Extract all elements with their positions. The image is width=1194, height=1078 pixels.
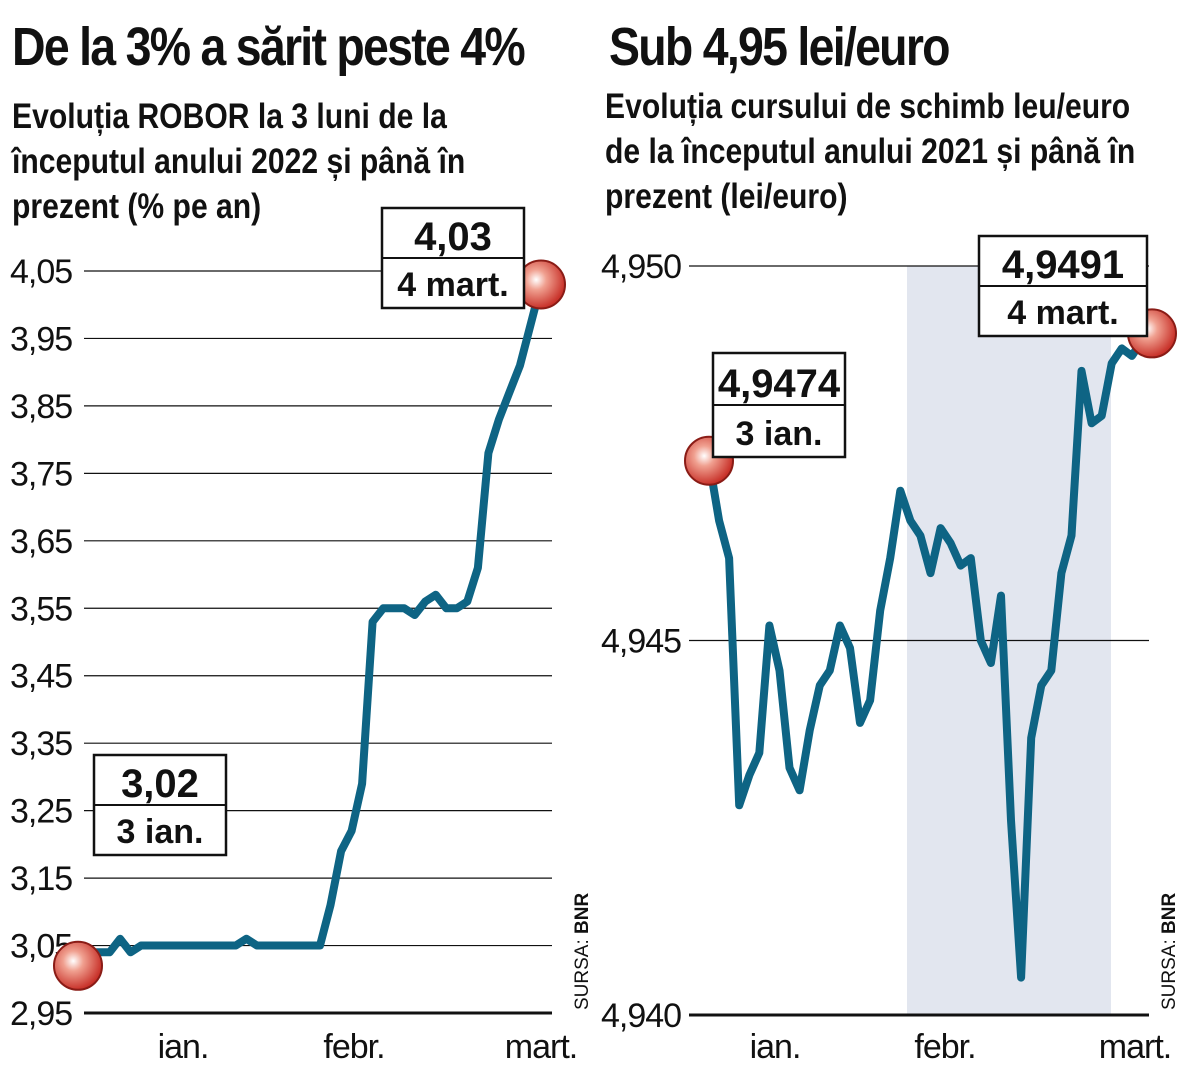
x-tick-label: mart. xyxy=(1099,1028,1171,1066)
robor-chart-title: De la 3% a sărit peste 4% xyxy=(12,17,526,77)
source-label: SURSA: xyxy=(572,934,593,1010)
source-name: BNR xyxy=(572,893,593,934)
x-tick-label: febr. xyxy=(914,1028,975,1066)
callout-value: 4,03 xyxy=(414,215,492,259)
series-line xyxy=(705,329,1156,982)
source-note: SURSA: BNR xyxy=(572,893,593,1010)
x-tick-label: febr. xyxy=(323,1028,384,1066)
callout-date: 3 ian. xyxy=(736,415,823,453)
source-name: BNR xyxy=(1159,893,1180,934)
y-tick-label: 4,950 xyxy=(601,248,681,286)
y-tick-label: 3,95 xyxy=(10,320,72,358)
callout-value: 3,02 xyxy=(121,762,199,806)
y-tick-label: 3,35 xyxy=(10,725,72,763)
callout-date: 4 mart. xyxy=(1007,294,1119,332)
x-tick-label: ian. xyxy=(750,1028,801,1066)
start-point-marker xyxy=(53,940,103,991)
x-tick-label: ian. xyxy=(158,1028,209,1066)
callout-value: 4,9474 xyxy=(718,362,841,406)
callout-value: 4,9491 xyxy=(1002,243,1124,287)
robor-chart-subtitle: Evoluția ROBOR la 3 luni de la începutul… xyxy=(12,97,466,226)
y-tick-label: 3,65 xyxy=(10,523,72,561)
eur-ron-panel: Sub 4,95 lei/euro Evoluția cursului de s… xyxy=(597,0,1194,1078)
y-tick-label: 2,95 xyxy=(10,995,72,1033)
y-tick-label: 3,75 xyxy=(10,455,72,493)
x-tick-label: mart. xyxy=(505,1028,577,1066)
callout-date: 3 ian. xyxy=(117,813,204,851)
source-note: SURSA: BNR xyxy=(1159,893,1180,1010)
y-tick-label: 3,15 xyxy=(10,860,72,898)
y-tick-label: 4,940 xyxy=(601,997,681,1035)
y-tick-label: 3,85 xyxy=(10,388,72,426)
robor-panel: De la 3% a sărit peste 4% Evoluția ROBOR… xyxy=(10,17,593,1066)
callout-date: 4 mart. xyxy=(397,266,509,304)
source-label: SURSA: xyxy=(1159,934,1180,1010)
y-tick-label: 3,45 xyxy=(10,658,72,696)
y-tick-label: 3,25 xyxy=(10,793,72,831)
eur-ron-chart-subtitle: Evoluția cursului de schimb leu/euro de … xyxy=(605,87,1136,216)
eur-ron-chart-title: Sub 4,95 lei/euro xyxy=(609,17,951,77)
y-tick-label: 4,05 xyxy=(10,253,72,291)
robor-line-chart: 4,05 3,95 3,85 3,75 3,65 3,55 3,45 3,35 3,25 3,15… xyxy=(10,206,593,1066)
series-line xyxy=(74,280,545,970)
y-tick-label: 4,945 xyxy=(601,623,681,661)
eur-ron-line-chart: 4,950 4,945 4,940 ian. febr. mart. 4,9474 3 ian… xyxy=(601,234,1180,1066)
y-tick-label: 3,55 xyxy=(10,590,72,628)
